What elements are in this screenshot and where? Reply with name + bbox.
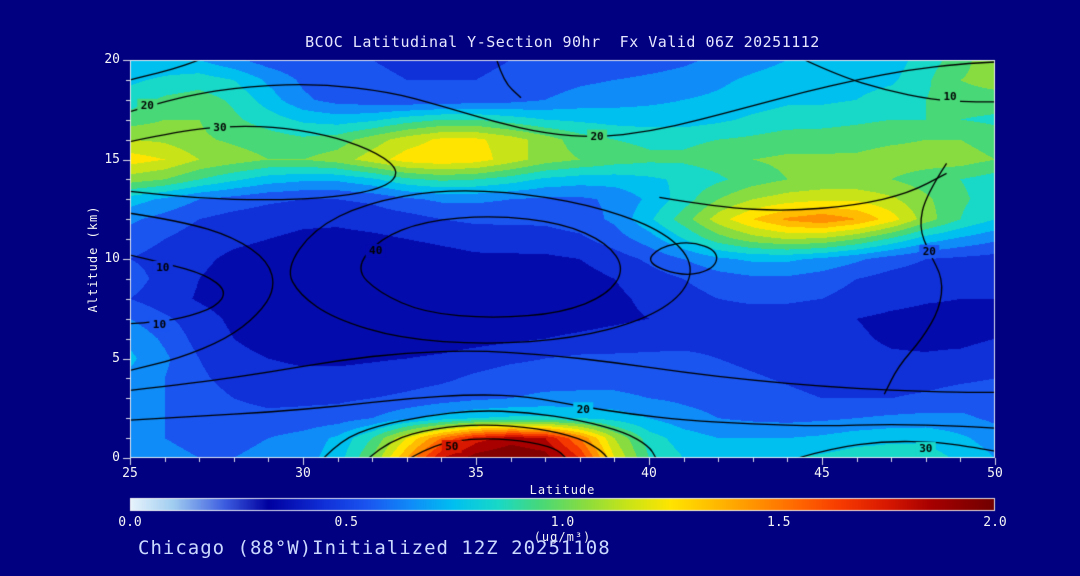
y-tick-label-20: 20 [104,52,120,67]
x-tick-label-30: 30 [295,466,311,481]
x-tick-label-25: 25 [122,466,138,481]
colorbar-tick-label-0.0: 0.0 [118,515,142,530]
y-tick-label-10: 10 [104,251,120,266]
y-tick-label-15: 15 [104,151,120,167]
y-tick-label-0: 0 [112,450,120,465]
colorbar-tick-label-0.5: 0.5 [334,515,358,530]
run-info-caption: Chicago (88°W)Initialized 12Z 20251108 [138,537,611,559]
colorbar-tick-label-2.0: 2.0 [983,515,1007,530]
x-tick-label-45: 45 [814,466,830,481]
colorbar-tick-label-1.5: 1.5 [767,515,791,530]
colorbar-unit-label: (ug/m³) [533,530,592,544]
chart-title: BCOC Latitudinal Y-Section 90hr Fx Valid… [305,33,820,51]
y-tick-label-5: 5 [112,350,120,366]
x-tick-label-50: 50 [987,466,1003,481]
x-axis-title: Latitude [529,483,596,497]
colorbar-tick-label-1.0: 1.0 [550,515,575,530]
x-tick-label-35: 35 [468,466,484,481]
x-tick-label-40: 40 [641,466,657,481]
